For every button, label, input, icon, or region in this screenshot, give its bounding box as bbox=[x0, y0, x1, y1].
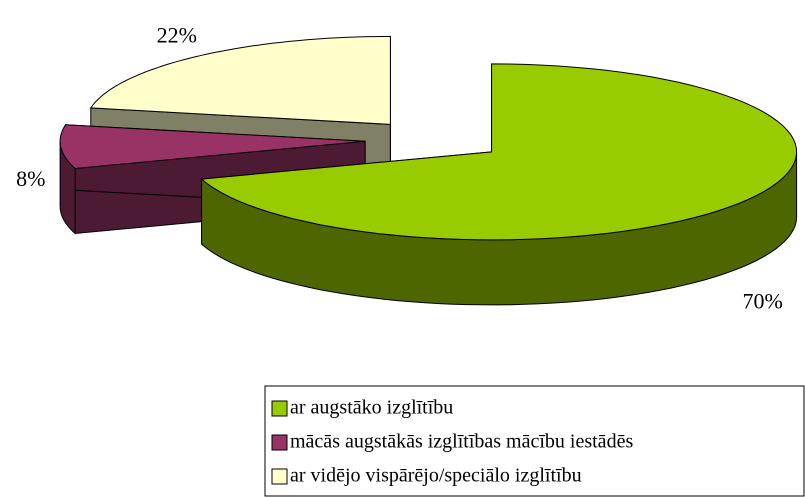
legend-label: ar vidējo vispārējo/speciālo izglītību bbox=[290, 465, 582, 487]
legend-box bbox=[264, 385, 805, 497]
slice bbox=[200, 63, 797, 241]
legend-swatch bbox=[271, 434, 288, 451]
legend-label: ar augstāko izglītību bbox=[290, 397, 453, 419]
legend-label: mācās augstākās izglītības mācību iestād… bbox=[290, 431, 633, 453]
legend-swatch bbox=[271, 468, 288, 485]
slice bbox=[89, 35, 391, 125]
data-label: 8% bbox=[16, 166, 45, 191]
slice bbox=[59, 124, 366, 170]
data-label: 70% bbox=[742, 288, 782, 313]
legend-swatch bbox=[271, 400, 288, 417]
data-label: 22% bbox=[157, 22, 197, 47]
